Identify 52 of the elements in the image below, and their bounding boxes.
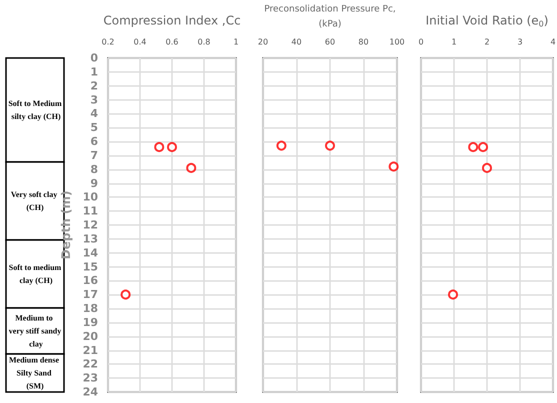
y-tick-label: 3 <box>90 93 98 106</box>
y-tick-label: 20 <box>82 330 98 343</box>
x-tick-label: 0.2 <box>102 38 114 46</box>
y-tick-label: 19 <box>82 316 98 329</box>
x-tick-label: 60 <box>324 38 336 46</box>
y-tick-label: 2 <box>90 79 98 92</box>
y-tick-label: 11 <box>82 204 98 218</box>
text: Medium to very stiff sandy clay <box>8 314 62 348</box>
x-tick-label: 1 <box>451 38 457 46</box>
y-tick-label: 15 <box>82 260 98 274</box>
point <box>154 142 164 152</box>
y-tick-label: 12 <box>82 218 98 232</box>
y-tick-label: 4 <box>90 107 98 120</box>
x-tick-label: 100 <box>389 38 405 46</box>
text: Very soft clay (CH) <box>10 190 60 212</box>
y-tick-label: 14 <box>82 246 98 260</box>
x-tick-label: 20 <box>258 38 268 46</box>
y-tick-label: 22 <box>82 358 98 371</box>
x-axis-title: Preconsolidation Pressure Pc, (kPa) <box>264 4 396 30</box>
y-axis-title: Depth (m) <box>58 190 73 260</box>
y-tick-label: 17 <box>82 288 98 302</box>
text: Soft to medium clay (CH) <box>8 263 62 285</box>
y-tick-label: 16 <box>82 274 98 288</box>
y-tick-label: 13 <box>82 232 98 246</box>
y-tick-label: 9 <box>90 176 98 190</box>
y-tick-label: 6 <box>90 135 98 148</box>
x-tick-label: 2 <box>484 38 490 46</box>
x-tick-label: 1 <box>233 38 239 46</box>
y-tick-label: 23 <box>82 372 98 385</box>
y-tick-label: 21 <box>82 344 98 357</box>
text: Soft to Medium silty clay (CH) <box>8 99 62 121</box>
y-tick-label: 7 <box>90 148 98 162</box>
x-tick-label: 80 <box>358 38 369 46</box>
y-tick-label: 24 <box>82 386 98 398</box>
y-tick-label: 5 <box>90 121 98 134</box>
text: Medium dense Silty Sand (SM) <box>9 356 61 390</box>
x-tick-label: 4 <box>550 38 556 46</box>
y-tick-label: 18 <box>82 302 98 315</box>
point <box>186 162 196 173</box>
x-tick-label: 40 <box>291 38 302 46</box>
x-axis-title: Compression Index ,Cc <box>103 14 241 28</box>
point <box>167 142 177 152</box>
x-tick-label: 0 <box>418 38 424 46</box>
x-tick-label: 0.6 <box>166 38 178 46</box>
y-tick-label: 0 <box>90 52 98 64</box>
x-tick-label: 0.8 <box>198 38 210 46</box>
y-tick-label: 1 <box>90 65 98 78</box>
x-tick-label: 3 <box>517 38 523 46</box>
y-tick-label: 8 <box>90 162 98 176</box>
x-tick-label: 0.4 <box>134 38 146 46</box>
point <box>120 290 131 300</box>
y-tick-label: 10 <box>82 190 98 204</box>
